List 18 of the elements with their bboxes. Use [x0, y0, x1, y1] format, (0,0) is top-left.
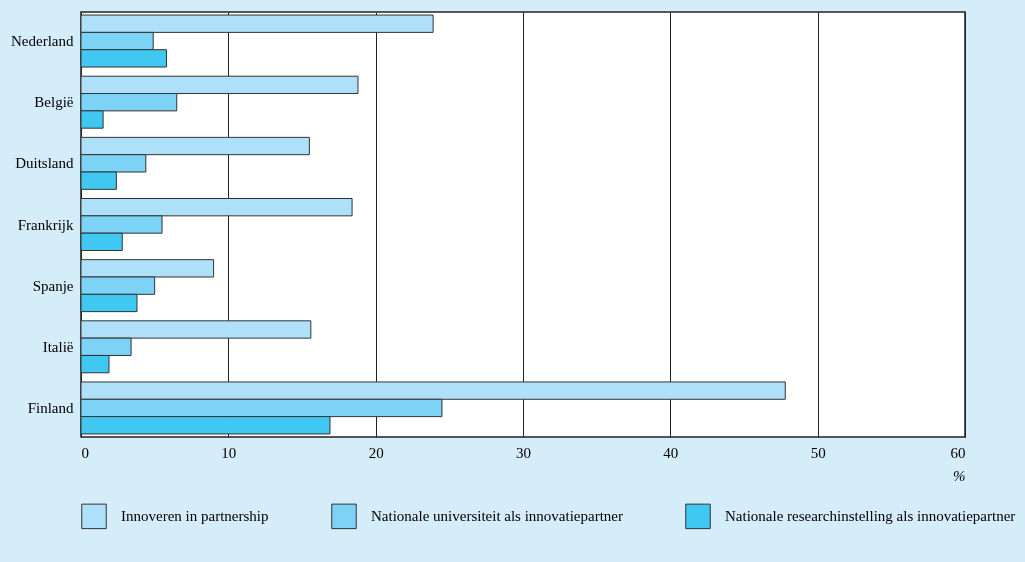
x-tick-label: 0	[81, 444, 89, 461]
x-axis-title: %	[953, 467, 966, 484]
x-tick-label: 10	[221, 444, 237, 461]
y-tick-label: Finland	[27, 399, 74, 416]
y-tick-label: België	[34, 94, 74, 111]
legend-label: Nationale researchinstelling als innovatiepartner	[725, 508, 1016, 525]
x-tick-label: 30	[516, 444, 531, 461]
x-tick-label: 60	[950, 444, 966, 461]
y-tick-label: Spanje	[32, 277, 74, 294]
y-tick-label: Frankrijk	[17, 216, 74, 233]
x-tick-label: 40	[663, 444, 679, 461]
x-tick-label: 50	[810, 444, 826, 461]
legend-label: Innoveren in partnership	[121, 508, 269, 525]
legend-label: Nationale universiteit als innovatiepartner	[371, 508, 623, 525]
y-tick-label: Duitsland	[15, 155, 74, 172]
y-tick-label: Italië	[42, 338, 74, 355]
x-tick-label: 20	[368, 444, 384, 461]
y-tick-label: Nederland	[11, 33, 74, 50]
